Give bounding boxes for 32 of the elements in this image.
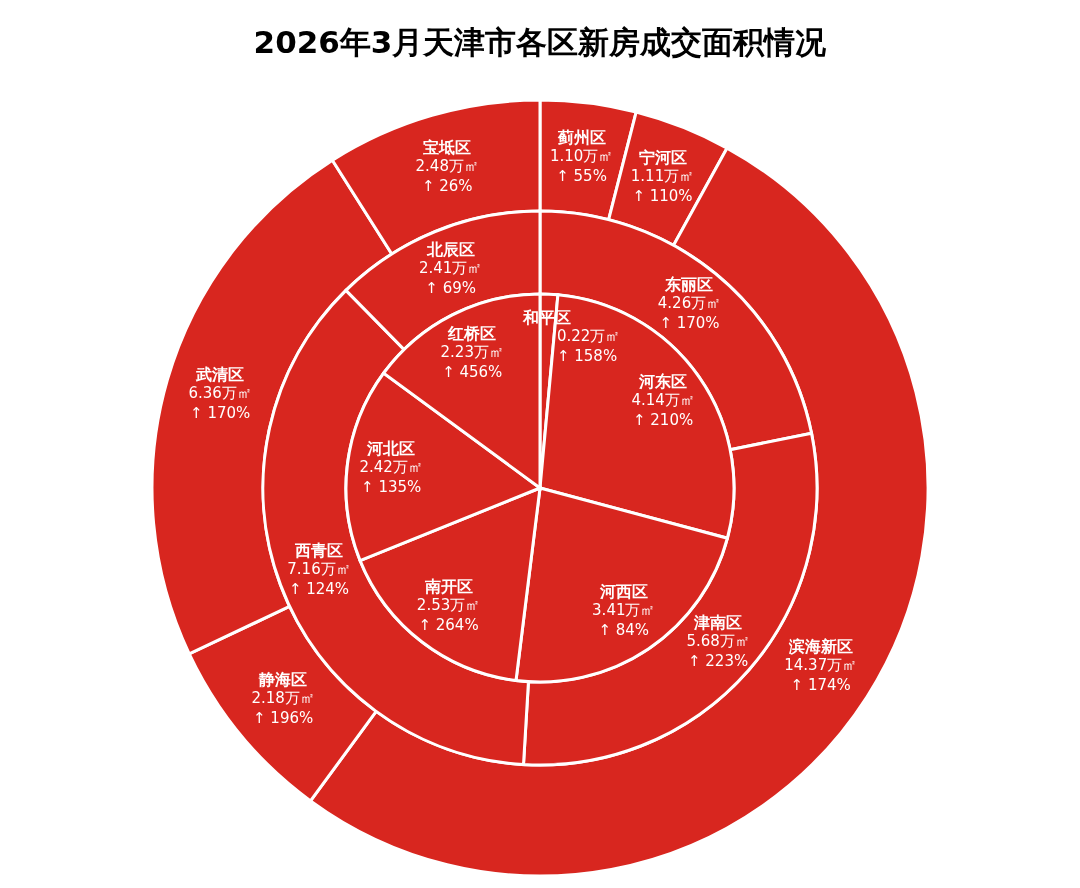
slice-label: 西青区	[293, 540, 343, 560]
data-label: 5.68万㎡ ↑ 223%	[686, 631, 750, 670]
data-label: 2.48万㎡ ↑ 26%	[415, 157, 479, 196]
data-label: 0.22万㎡ ↑ 158%	[556, 327, 621, 366]
slice-label: 宝坻区	[423, 138, 472, 158]
data-label: 2.42万㎡ ↑ 135%	[359, 458, 423, 497]
slice-label: 红桥区	[447, 324, 497, 344]
data-label: 2.53万㎡ ↑ 264%	[416, 595, 481, 634]
slice-label: 河北区	[366, 439, 416, 459]
slice-label: 河西区	[598, 582, 648, 602]
slice-label: 滨海新区	[787, 637, 853, 657]
data-label: 7.16万㎡ ↑ 124%	[287, 559, 351, 598]
slice-label: 河东区	[638, 372, 688, 392]
data-label: 4.26万㎡ ↑ 170%	[657, 294, 722, 333]
slice-label: 东丽区	[664, 275, 714, 295]
data-label: 2.18万㎡ ↑ 196%	[251, 688, 315, 727]
slice-label: 津南区	[693, 612, 743, 632]
slice-label: 北辰区	[425, 239, 475, 259]
data-label: 3.41万㎡ ↑ 84%	[592, 601, 656, 640]
data-label: 1.10万㎡ ↑ 55%	[549, 146, 614, 185]
data-label: 14.37万㎡ ↑ 174%	[784, 656, 858, 695]
data-label: 1.11万㎡ ↑ 110%	[630, 167, 695, 206]
chart-title: 2026年3月天津市各区新房成交面积情况	[253, 24, 828, 60]
slice-label: 南开区	[423, 576, 473, 596]
slice-label: 蓟州区	[556, 127, 606, 147]
data-label: 2.23万㎡ ↑ 456%	[440, 343, 504, 382]
data-label: 6.36万㎡ ↑ 170%	[188, 384, 252, 423]
data-label: 2.41万㎡ ↑ 69%	[418, 258, 483, 297]
slice-label: 静海区	[258, 669, 308, 689]
slice-label: 宁河区	[638, 148, 687, 168]
data-label: 4.14万㎡ ↑ 210%	[631, 391, 695, 430]
slice-label: 武清区	[195, 365, 245, 385]
